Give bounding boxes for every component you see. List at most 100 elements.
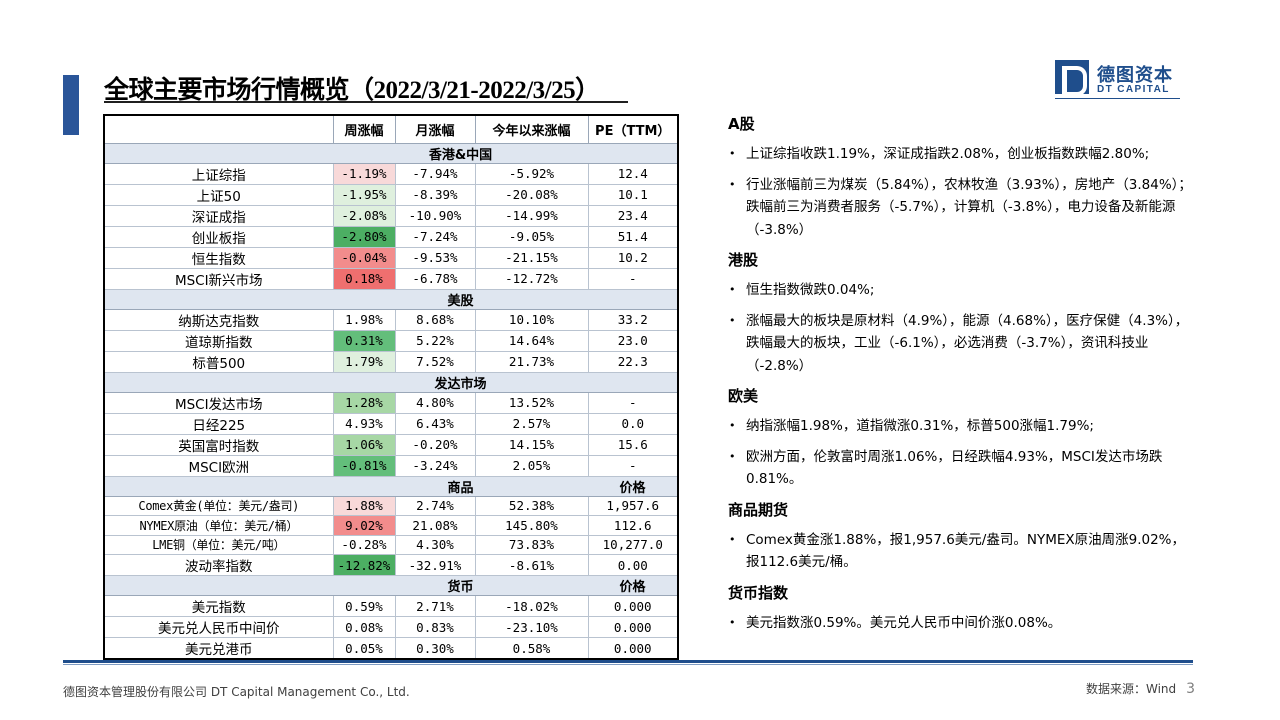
logo-en-text: DT CAPITAL	[1097, 84, 1170, 95]
pe-or-price: 0.000	[587, 595, 679, 618]
table-row: 创业板指 -2.80% -7.24% -9.05% 51.4	[103, 225, 679, 248]
section-spacer	[103, 288, 333, 310]
pe-or-price: 0.000	[587, 616, 679, 639]
ytd-change: 14.64%	[474, 329, 589, 352]
footer-divider-thin	[63, 664, 1193, 665]
page-title-text: 全球主要市场行情概览	[104, 75, 350, 104]
row-name: MSCI发达市场	[103, 391, 334, 414]
month-change: 8.68%	[394, 308, 476, 331]
data-source: 数据来源：Wind	[1086, 682, 1177, 696]
section-header-row: 货币 价格	[103, 575, 679, 597]
pe-or-price: 112.6	[587, 515, 679, 536]
week-change: 0.08%	[332, 616, 396, 639]
table-row: LME铜（单位：美元/吨） -0.28% 4.30% 73.83% 10,277.0	[103, 534, 679, 556]
row-name: 日经225	[103, 412, 334, 435]
ytd-change: 21.73%	[474, 350, 589, 373]
commentary-bullet: 行业涨幅前三为煤炭（5.84%），农林牧渔（3.93%），房地产（3.84%）；…	[728, 174, 1198, 242]
row-name: 英国富时指数	[103, 433, 334, 456]
commentary-section: 欧美纳指涨幅1.98%，道指微涨0.31%，标普500涨幅1.79%; 欧洲方面，…	[728, 385, 1198, 491]
pe-or-price: 0.0	[587, 412, 679, 435]
table-row: 日经225 4.93% 6.43% 2.57% 0.0	[103, 412, 679, 435]
ytd-change: -21.15%	[474, 246, 589, 269]
title-underline	[104, 101, 628, 103]
commentary-heading: 欧美	[728, 387, 759, 405]
ytd-change: 73.83%	[474, 534, 589, 556]
pe-or-price: 51.4	[587, 225, 679, 248]
column-header: 月涨幅	[394, 114, 476, 144]
month-change: -6.78%	[394, 267, 476, 290]
title-accent-bar	[63, 75, 79, 135]
section-price-label: 价格	[588, 475, 679, 497]
month-change: -3.24%	[394, 454, 476, 477]
dt-logo-icon	[1055, 60, 1089, 96]
commentary-heading: 商品期货	[728, 500, 789, 519]
table-row: 恒生指数 -0.04% -9.53% -21.15% 10.2	[103, 246, 679, 269]
section-price-label	[588, 288, 679, 310]
month-change: 21.08%	[394, 515, 476, 536]
month-change: 5.22%	[394, 329, 476, 352]
week-change: -1.19%	[332, 162, 396, 185]
ytd-change: -5.92%	[474, 162, 589, 185]
table-row: MSCI欧洲 -0.81% -3.24% 2.05% -	[103, 454, 679, 477]
row-name: 创业板指	[103, 225, 334, 248]
ytd-change: 2.57%	[474, 412, 589, 435]
row-name: Comex黄金(单位：美元/盎司)	[103, 495, 334, 517]
ytd-change: -18.02%	[474, 595, 589, 618]
column-header: PE（TTM）	[587, 114, 679, 144]
section-spacer	[103, 142, 333, 164]
month-change: 4.30%	[394, 534, 476, 556]
table-row: 美元指数 0.59% 2.71% -18.02% 0.000	[103, 595, 679, 618]
section-spacer	[103, 575, 333, 597]
ytd-change: -9.05%	[474, 225, 589, 248]
commentary-section: 港股恒生指数微跌0.04%; 涨幅最大的板块是原材料（4.9%），能源（4.68%…	[728, 249, 1198, 377]
week-change: 4.93%	[332, 412, 396, 435]
ytd-change: 0.58%	[474, 637, 589, 660]
table-row: 上证综指 -1.19% -7.94% -5.92% 12.4	[103, 162, 679, 185]
pe-or-price: 15.6	[587, 433, 679, 456]
pe-or-price: 1,957.6	[587, 495, 679, 517]
commentary-bullet: 美元指数涨0.59%。美元兑人民币中间价涨0.08%。	[728, 612, 1198, 635]
page-title: 全球主要市场行情概览（2022/3/21-2022/3/25）	[104, 70, 600, 106]
week-change: 0.18%	[332, 267, 396, 290]
section-header-row: 商品 价格	[103, 475, 679, 497]
section-header-row: 美股	[103, 288, 679, 310]
pe-or-price: 33.2	[587, 308, 679, 331]
month-change: -8.39%	[394, 183, 476, 206]
table-header-row: 周涨幅 月涨幅 今年以来涨幅 PE（TTM）	[103, 114, 679, 144]
row-name: 上证综指	[103, 162, 334, 185]
month-change: 0.30%	[394, 637, 476, 660]
table-row: 纳斯达克指数 1.98% 8.68% 10.10% 33.2	[103, 308, 679, 331]
row-name: 恒生指数	[103, 246, 334, 269]
column-header	[103, 114, 334, 144]
pe-or-price: -	[587, 454, 679, 477]
row-name: NYMEX原油（单位：美元/桶）	[103, 515, 334, 536]
page-number: 3	[1186, 681, 1196, 697]
month-change: -7.24%	[394, 225, 476, 248]
commentary-bullet: 欧洲方面，伦敦富时周涨1.06%，日经跌幅4.93%，MSCI发达市场跌0.81…	[728, 446, 1198, 491]
section-spacer	[103, 371, 333, 393]
ytd-change: 10.10%	[474, 308, 589, 331]
row-name: MSCI欧洲	[103, 454, 334, 477]
week-change: -1.95%	[332, 183, 396, 206]
week-change: -2.80%	[332, 225, 396, 248]
table-row: 标普500 1.79% 7.52% 21.73% 22.3	[103, 350, 679, 373]
pe-or-price: 22.3	[587, 350, 679, 373]
month-change: 4.80%	[394, 391, 476, 414]
week-change: 0.05%	[332, 637, 396, 660]
commentary-section: A股上证综指收跌1.19%，深证成指跌2.08%，创业板指数跌幅2.80%; 行业…	[728, 113, 1198, 241]
table-row: NYMEX原油（单位：美元/桶） 9.02% 21.08% 145.80% 112.6	[103, 515, 679, 536]
week-change: -12.82%	[332, 554, 396, 577]
section-title: 美股	[333, 288, 588, 310]
row-name: MSCI新兴市场	[103, 267, 334, 290]
week-change: 1.98%	[332, 308, 396, 331]
month-change: 7.52%	[394, 350, 476, 373]
market-commentary: A股上证综指收跌1.19%，深证成指跌2.08%，创业板指数跌幅2.80%; 行业…	[728, 113, 1198, 642]
pe-or-price: 10,277.0	[587, 534, 679, 556]
table-body: 香港&中国 上证综指 -1.19% -7.94% -5.92% 12.4 上证50 -1.95…	[103, 142, 679, 660]
commentary-heading: A股	[728, 115, 755, 133]
row-name: 标普500	[103, 350, 334, 373]
section-header-row: 发达市场	[103, 371, 679, 393]
section-title: 商品	[333, 475, 588, 497]
pe-or-price: -	[587, 391, 679, 414]
column-header: 今年以来涨幅	[474, 114, 589, 144]
